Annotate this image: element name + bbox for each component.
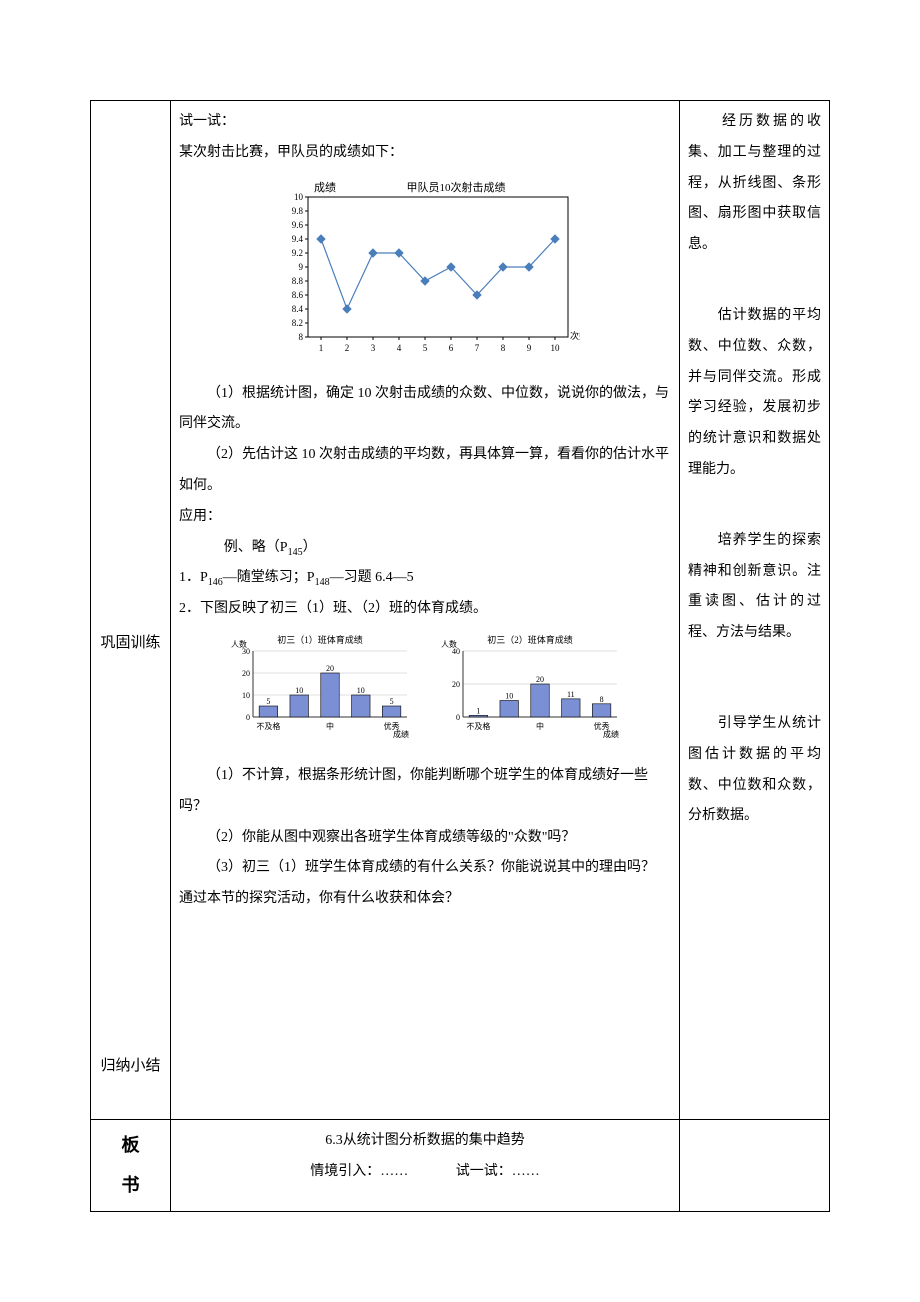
svg-text:1: 1 — [476, 706, 480, 715]
left-label-summary: 归纳小结 — [99, 1050, 162, 1083]
svg-text:8: 8 — [501, 343, 506, 353]
left-label-consolidate: 巩固训练 — [99, 627, 162, 660]
board-char-1: 板 — [99, 1126, 162, 1166]
svg-text:8: 8 — [299, 332, 304, 342]
svg-text:3: 3 — [371, 343, 376, 353]
svg-text:初三（1）班体育成绩: 初三（1）班体育成绩 — [277, 634, 363, 645]
svg-text:6: 6 — [449, 343, 454, 353]
bar-question-1: （1）不计算，根据条形统计图，你能判断哪个班学生的体育成绩好一些吗？ — [179, 761, 671, 823]
right-cell-main: 经历数据的收集、加工与整理的过程，从折线图、条形图、扇形图中获取信息。 估计数据… — [680, 101, 830, 1120]
svg-text:10: 10 — [242, 691, 250, 700]
board-title: 6.3从统计图分析数据的集中趋势 — [179, 1126, 671, 1157]
svg-text:甲队员10次射击成绩: 甲队员10次射击成绩 — [407, 180, 506, 194]
svg-text:成绩: 成绩 — [393, 729, 409, 739]
svg-text:人数: 人数 — [231, 639, 247, 649]
bar-chart-class1: 010203051020105不及格中优秀初三（1）班体育成绩人数成绩 — [225, 631, 415, 741]
svg-text:20: 20 — [326, 664, 334, 673]
example-text-a: 例、略（P — [224, 540, 288, 555]
svg-text:0: 0 — [246, 713, 250, 722]
board-row-a: 情境引入：…… — [310, 1157, 408, 1188]
example-sub: 145 — [288, 546, 303, 557]
svg-text:10: 10 — [551, 343, 561, 353]
left-cell-board: 板 书 — [91, 1120, 171, 1212]
item1-sub2: 148 — [315, 577, 330, 588]
summary-question: 通过本节的探究活动，你有什么收获和体会？ — [179, 884, 671, 915]
svg-text:10: 10 — [295, 686, 303, 695]
svg-text:10: 10 — [505, 691, 513, 700]
svg-text:成绩: 成绩 — [603, 729, 619, 739]
svg-text:20: 20 — [242, 669, 250, 678]
svg-text:1: 1 — [319, 343, 324, 353]
line-chart: 8 8.2 8.4 8.6 8.8 9 9.2 9.4 9.6 9.8 10 1 2 3 4 5 6 7 8 9 10 成… — [270, 175, 580, 365]
svg-text:9: 9 — [299, 262, 304, 272]
item1-a: 1．P — [179, 570, 208, 585]
left-cell-main: 巩固训练 归纳小结 — [91, 101, 171, 1120]
svg-text:9.8: 9.8 — [292, 206, 304, 216]
example-text-b: ） — [303, 540, 317, 555]
try-heading: 试一试： — [179, 107, 671, 138]
middle-cell-board: 6.3从统计图分析数据的集中趋势 情境引入：…… 试一试：…… — [171, 1120, 680, 1212]
svg-text:10: 10 — [294, 192, 304, 202]
svg-text:成绩: 成绩 — [314, 181, 336, 194]
svg-text:9.4: 9.4 — [292, 234, 304, 244]
svg-text:5: 5 — [266, 697, 270, 706]
svg-text:5: 5 — [390, 697, 394, 706]
list-item-2: 2．下图反映了初三（1）班、（2）班的体育成绩。 — [179, 594, 671, 625]
svg-text:8: 8 — [600, 695, 604, 704]
svg-text:9: 9 — [527, 343, 532, 353]
right-para-4: 引导学生从统计图估计数据的平均数、中位数和众数，分析数据。 — [688, 709, 821, 832]
svg-text:2: 2 — [345, 343, 350, 353]
svg-text:20: 20 — [536, 675, 544, 684]
svg-text:7: 7 — [475, 343, 480, 353]
apply-heading: 应用： — [179, 502, 671, 533]
svg-text:人数: 人数 — [441, 639, 457, 649]
svg-text:9.6: 9.6 — [292, 220, 304, 230]
try-intro: 某次射击比赛，甲队员的成绩如下： — [179, 138, 671, 169]
svg-text:10: 10 — [357, 686, 365, 695]
svg-text:8.6: 8.6 — [292, 290, 304, 300]
item1-b: —随堂练习；P — [223, 570, 315, 585]
right-cell-board — [680, 1120, 830, 1212]
board-char-2: 书 — [99, 1166, 162, 1206]
question-1: （1）根据统计图，确定 10 次射击成绩的众数、中位数，说说你的做法，与同伴交流… — [179, 379, 671, 441]
svg-text:11: 11 — [567, 690, 575, 699]
svg-text:不及格: 不及格 — [466, 721, 490, 731]
right-para-3: 培养学生的探索精神和创新意识。注重读图、估计的过程、方法与结果。 — [688, 526, 821, 649]
svg-text:初三（2）班体育成绩: 初三（2）班体育成绩 — [487, 634, 573, 645]
svg-text:5: 5 — [423, 343, 428, 353]
svg-text:20: 20 — [452, 680, 460, 689]
bar-question-3: （3）初三（1）班学生体育成绩的有什么关系？你能说说其中的理由吗？ — [179, 853, 671, 884]
svg-text:8.8: 8.8 — [292, 276, 304, 286]
middle-cell-main: 试一试： 某次射击比赛，甲队员的成绩如下： 8 8.2 8.4 8.6 8.8 9 9.2 9… — [171, 101, 680, 1120]
svg-text:9.2: 9.2 — [292, 248, 303, 258]
svg-text:中: 中 — [536, 721, 544, 731]
item1-c: —习题 6.4—5 — [330, 570, 414, 585]
svg-text:不及格: 不及格 — [256, 721, 280, 731]
list-item-1: 1．P146—随堂练习；P148—习题 6.4—5 — [179, 563, 671, 594]
svg-text:8.4: 8.4 — [292, 304, 304, 314]
board-row-b: 试一试：…… — [456, 1157, 540, 1188]
example-line: 例、略（P145） — [179, 533, 671, 564]
svg-text:中: 中 — [326, 721, 334, 731]
bar-question-2: （2）你能从图中观察出各班学生体育成绩等级的"众数"吗？ — [179, 823, 671, 854]
lesson-plan-table: 巩固训练 归纳小结 试一试： 某次射击比赛，甲队员的成绩如下： 88.28.48… — [90, 100, 830, 1212]
bar-chart-class2: 0204011020118不及格中优秀初三（2）班体育成绩人数成绩 — [435, 631, 625, 741]
question-2: （2）先估计这 10 次射击成绩的平均数，再具体算一算，看看你的估计水平如何。 — [179, 440, 671, 502]
svg-text:0: 0 — [456, 713, 460, 722]
right-para-1: 经历数据的收集、加工与整理的过程，从折线图、条形图、扇形图中获取信息。 — [688, 107, 821, 261]
svg-text:4: 4 — [397, 343, 402, 353]
right-para-2: 估计数据的平均数、中位数、众数，并与同伴交流。形成学习经验，发展初步的统计意识和… — [688, 301, 821, 486]
svg-text:次数: 次数 — [570, 330, 580, 341]
svg-text:8.2: 8.2 — [292, 318, 303, 328]
item1-sub1: 146 — [208, 577, 223, 588]
